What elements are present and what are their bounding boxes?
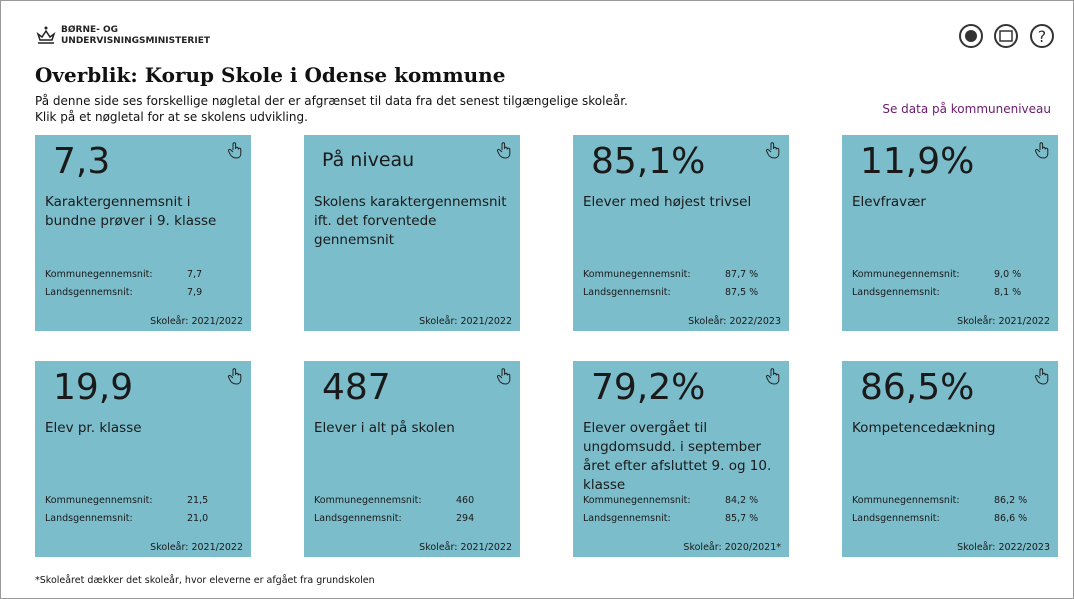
logo-text: BØRNE- OG (61, 25, 119, 35)
kpi-value: 11,9% (860, 141, 975, 182)
stat-value: 460 (456, 495, 475, 506)
stat-value: 21,5 (187, 495, 209, 506)
kpi-label: Elever i alt på skolen (314, 420, 455, 436)
hand-icon (765, 142, 780, 159)
hand-icon (1034, 368, 1049, 385)
description: På denne side ses forskellige nøgletal d… (35, 94, 628, 108)
stat-label: Kommunegennemsnit: (583, 495, 691, 506)
kpi-value: 7,3 (53, 141, 111, 182)
logo-icon (36, 26, 56, 44)
kpi-value: 487 (322, 367, 391, 408)
kpi-value: På niveau (322, 149, 415, 171)
hand-icon (765, 368, 780, 385)
svg-text:?: ? (1038, 27, 1047, 46)
kpi-card[interactable]: På niveau Skolens karaktergennemsnit ift.… (304, 135, 520, 331)
kpi-label: Kompetencedækning (852, 420, 996, 436)
stat-value: 7,9 (187, 287, 203, 298)
stat-value: 84,2 % (725, 495, 759, 506)
municipality-link[interactable]: Se data på kommuneniveau (882, 102, 1051, 116)
kpi-label: Elevfravær (852, 194, 926, 210)
stat-label: Kommunegennemsnit: (852, 269, 960, 280)
kpi-value: 86,5% (860, 367, 975, 408)
stat-value: 9,0 % (994, 269, 1022, 280)
stat-value: 8,1 % (994, 287, 1022, 298)
stat-label: Landsgennemsnit: (45, 287, 133, 298)
school-year: Skoleår: 2021/2022 (957, 316, 1050, 327)
school-year: Skoleår: 2022/2023 (957, 542, 1050, 553)
hand-icon (496, 368, 511, 385)
kpi-card[interactable]: 86,5% Kompetencedækning Kommunegennemsnit:… (842, 361, 1058, 557)
kpi-label: Elev pr. klasse (45, 420, 142, 436)
school-year: Skoleår: 2021/2022 (150, 316, 243, 327)
toolbar-icons[interactable]: ? (958, 23, 1058, 51)
school-year: Skoleår: 2021/2022 (419, 542, 512, 553)
kpi-value: 85,1% (591, 141, 706, 182)
stat-value: 86,2 % (994, 495, 1028, 506)
stat-value: 294 (456, 513, 475, 524)
stat-label: Landsgennemsnit: (852, 287, 940, 298)
stat-label: Landsgennemsnit: (45, 513, 133, 524)
stat-label: Kommunegennemsnit: (852, 495, 960, 506)
school-year: Skoleår: 2020/2021* (683, 542, 781, 553)
school-year: Skoleår: 2021/2022 (150, 542, 243, 553)
school-year: Skoleår: 2021/2022 (419, 316, 512, 327)
page-title: Overblik: Korup Skole i Odense kommune (35, 63, 506, 87)
logo: BØRNE- OG UNDERVISNINGSMINISTERIET (61, 25, 210, 47)
stat-value: 21,0 (187, 513, 209, 524)
hand-icon (227, 368, 242, 385)
kpi-card[interactable]: 19,9 Elev pr. klasse Kommunegennemsnit: 21,… (35, 361, 251, 557)
kpi-card[interactable]: 85,1% Elever med højest trivsel Kommunegen… (573, 135, 789, 331)
logo-text: UNDERVISNINGSMINISTERIET (61, 36, 210, 46)
stat-label: Kommunegennemsnit: (314, 495, 422, 506)
kpi-label: Elever overgået til ungdomsudd. i septem… (583, 420, 772, 493)
kpi-label: Skolens karaktergennemsnit ift. det forv… (314, 194, 507, 248)
stat-value: 86,6 % (994, 513, 1028, 524)
kpi-card[interactable]: 487 Elever i alt på skolen Kommunegennemsn… (304, 361, 520, 557)
stat-label: Landsgennemsnit: (583, 513, 671, 524)
kpi-card[interactable]: 7,3 Karaktergennemsnit i bundne prøver i … (35, 135, 251, 331)
description: Klik på et nøgletal for at se skolens ud… (35, 110, 308, 124)
stat-label: Landsgennemsnit: (852, 513, 940, 524)
kpi-label: Elever med højest trivsel (583, 194, 752, 210)
stat-label: Kommunegennemsnit: (45, 269, 153, 280)
stat-label: Landsgennemsnit: (314, 513, 402, 524)
stat-label: Landsgennemsnit: (583, 287, 671, 298)
kpi-value: 19,9 (53, 367, 134, 408)
footnote: *Skoleåret dækker det skoleår, hvor elev… (35, 575, 375, 586)
stat-label: Kommunegennemsnit: (583, 269, 691, 280)
stat-value: 87,7 % (725, 269, 759, 280)
kpi-card[interactable]: 79,2% Elever overgået til ungdomsudd. i s… (573, 361, 789, 557)
stat-value: 7,7 (187, 269, 203, 280)
kpi-value: 79,2% (591, 367, 706, 408)
kpi-card[interactable]: 11,9% Elevfravær Kommunegennemsnit: 9,0 % La… (842, 135, 1058, 331)
hand-icon (1034, 142, 1049, 159)
school-year: Skoleår: 2022/2023 (688, 316, 781, 327)
hand-icon (227, 142, 242, 159)
stat-value: 87,5 % (725, 287, 759, 298)
stat-label: Kommunegennemsnit: (45, 495, 153, 506)
hand-icon (496, 142, 511, 159)
kpi-label: Karaktergennemsnit i bundne prøver i 9. … (45, 194, 217, 229)
stat-value: 85,7 % (725, 513, 759, 524)
